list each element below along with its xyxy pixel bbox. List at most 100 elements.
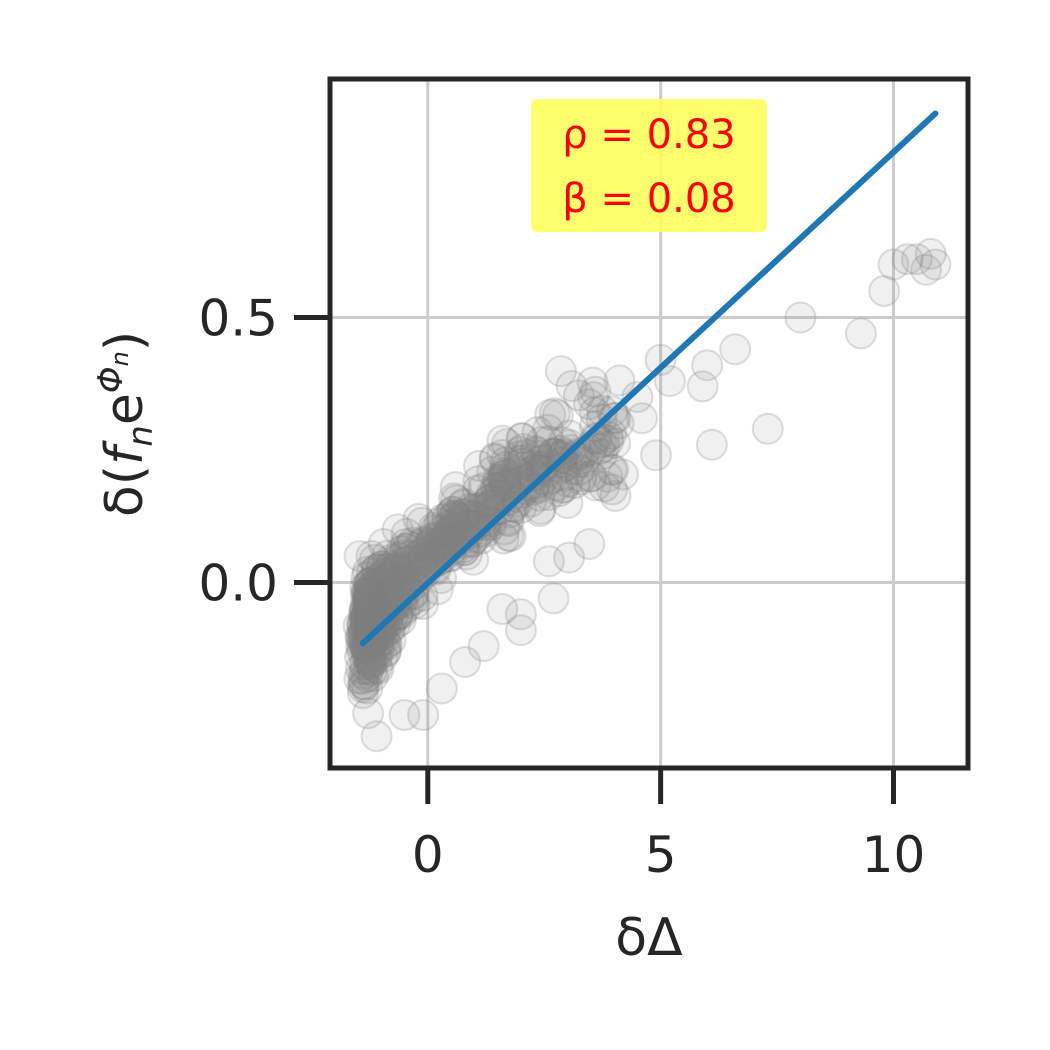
scatter-point [351, 594, 384, 627]
scatter-point [395, 548, 428, 581]
scatter-point [373, 561, 406, 594]
scatter-point [354, 627, 387, 660]
scatter-point [370, 566, 403, 599]
scatter-point [461, 474, 494, 507]
scatter-point [357, 611, 390, 644]
scatter-point [596, 473, 629, 506]
scatter-point [381, 569, 414, 602]
scatter-point [381, 513, 414, 546]
scatter-point [369, 627, 402, 660]
scatter-point [463, 449, 495, 482]
scatter-point [381, 556, 414, 589]
scatter-point [432, 509, 465, 542]
scatter-point [353, 596, 386, 629]
scatter-point [404, 528, 437, 561]
scatter-point [376, 555, 409, 588]
scatter-point [546, 472, 579, 504]
scatter-point [362, 590, 395, 623]
scatter-point [433, 540, 465, 573]
scatter-point [531, 464, 564, 497]
scatter-point [361, 553, 393, 586]
scatter-point [555, 370, 588, 402]
scatter-point [454, 492, 486, 525]
scatter-point [844, 317, 877, 350]
scatter-point [354, 629, 387, 662]
scatter-point [367, 582, 400, 614]
scatter-point [492, 519, 525, 552]
scatter-point [419, 514, 452, 547]
scatter-point [402, 540, 435, 573]
scatter-point [407, 699, 440, 731]
scatter-point [350, 600, 383, 633]
scatter-point [362, 652, 395, 685]
scatter-point [353, 593, 386, 626]
scatter-point [621, 381, 654, 413]
scatter-point [474, 482, 507, 515]
scatter-point [389, 564, 421, 597]
scatter-point [360, 720, 393, 753]
y-label-exp-phi: Φ [91, 366, 131, 393]
scatter-point [440, 484, 473, 517]
scatter-point [344, 652, 377, 685]
scatter-point [360, 639, 393, 672]
scatter-point [377, 572, 410, 605]
scatter-point [417, 511, 450, 544]
scatter-point [544, 438, 577, 471]
scatter-point [448, 526, 481, 559]
scatter-point [360, 586, 393, 619]
scatter-point [431, 501, 464, 534]
scatter-point [487, 522, 520, 555]
y-label-e: e [95, 393, 155, 425]
scatter-point [383, 541, 416, 574]
scatter-point [573, 528, 606, 560]
annotation-rho: ρ = 0.83 [562, 112, 735, 158]
scatter-point [467, 630, 500, 663]
scatter-point [389, 528, 422, 560]
scatter-point [398, 587, 431, 620]
scatter-point [521, 416, 554, 449]
scatter-point [364, 616, 396, 649]
scatter-point [432, 522, 465, 555]
scatter-point [351, 600, 384, 633]
scatter-point [381, 568, 413, 601]
scatter-point [562, 453, 595, 486]
scatter-point [346, 634, 378, 667]
scatter-point [440, 520, 472, 553]
scatter-point [348, 648, 381, 681]
scatter-point [353, 614, 386, 647]
scatter-point [595, 453, 628, 486]
scatter-point [574, 460, 607, 493]
scatter-point [376, 545, 409, 578]
scatter-point [352, 593, 385, 626]
scatter-point [351, 584, 384, 617]
scatter-point [351, 672, 384, 705]
scatter-point [346, 608, 379, 641]
scatter-point [489, 467, 522, 500]
scatter-point [691, 349, 724, 382]
scatter-point [577, 381, 610, 414]
scatter-point [471, 504, 504, 537]
scatter-point [423, 534, 456, 567]
scatter-point [420, 530, 453, 563]
scatter-point [359, 567, 392, 600]
scatter-point [350, 602, 382, 635]
scatter-point [347, 671, 379, 704]
scatter-point [367, 600, 400, 633]
scatter-point [349, 592, 382, 625]
scatter-point [356, 626, 389, 659]
scatter-point [351, 618, 384, 651]
scatter-point [388, 546, 420, 579]
scatter-point [436, 495, 469, 528]
scatter-point [351, 594, 384, 626]
scatter-point [366, 583, 399, 616]
scatter-point [483, 493, 516, 526]
scatter-point [354, 595, 387, 628]
scatter-point [435, 525, 468, 558]
scatter-point [435, 502, 468, 535]
scatter-point [351, 579, 384, 612]
scatter-point [358, 623, 391, 656]
scatter-point [357, 583, 390, 616]
scatter-point [405, 506, 438, 539]
scatter-point [551, 487, 584, 519]
scatter-point [423, 527, 455, 560]
